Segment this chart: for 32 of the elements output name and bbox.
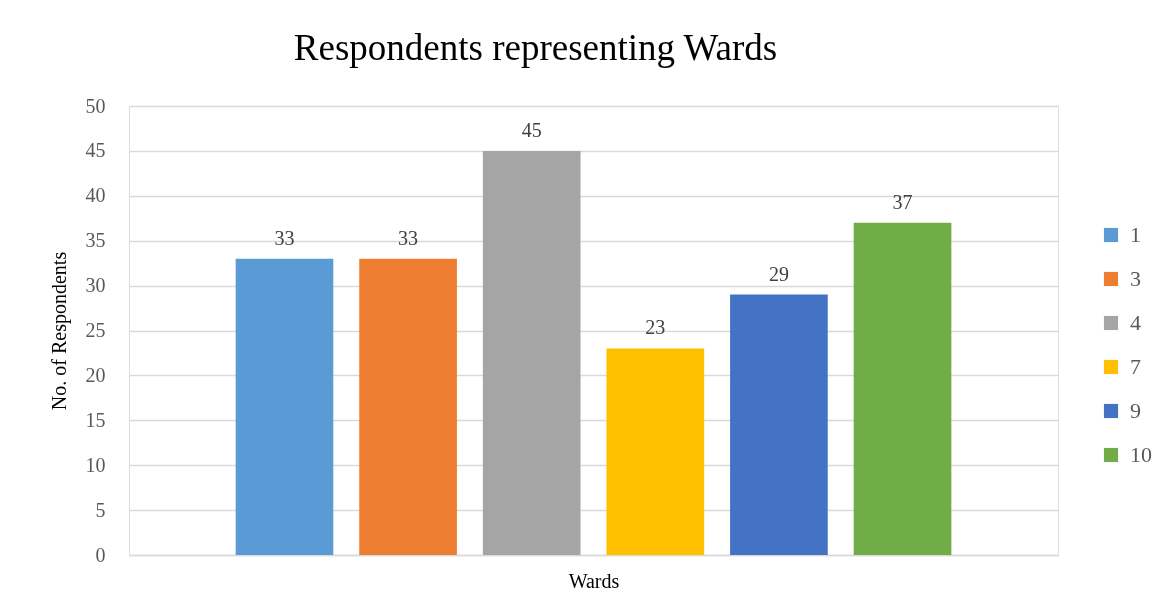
y-tick-label: 20 <box>85 363 106 386</box>
legend-label: 7 <box>1130 354 1141 379</box>
y-tick-label: 50 <box>85 94 106 117</box>
legend-label: 3 <box>1130 266 1141 291</box>
y-tick-label: 35 <box>85 229 106 252</box>
data-label: 37 <box>892 190 913 213</box>
y-tick-label: 0 <box>95 543 106 566</box>
data-label: 29 <box>768 262 789 285</box>
y-tick-label: 15 <box>85 408 106 431</box>
y-axis-title: No. of Respondents <box>47 251 71 411</box>
bar <box>235 258 334 555</box>
bar <box>606 348 705 555</box>
legend-label: 4 <box>1130 310 1141 335</box>
y-tick-label: 30 <box>85 274 106 297</box>
y-tick-label: 25 <box>85 319 106 341</box>
bar <box>359 258 457 555</box>
x-axis-title: Wards <box>568 569 620 592</box>
data-label: 45 <box>521 118 542 141</box>
bar <box>482 150 581 555</box>
data-label: 23 <box>645 316 666 339</box>
legend-label: 9 <box>1130 398 1141 423</box>
chart-title: Respondents representing Wards <box>293 27 778 68</box>
y-tick-label: 40 <box>85 184 106 207</box>
y-tick-label: 45 <box>85 139 106 162</box>
legend-label: 10 <box>1130 442 1152 467</box>
data-label: 33 <box>274 226 295 249</box>
bar <box>730 294 828 555</box>
y-tick-label: 5 <box>95 498 106 521</box>
legend-label: 1 <box>1130 222 1141 247</box>
y-tick-label: 10 <box>85 453 106 476</box>
bar <box>853 222 952 555</box>
data-label: 33 <box>398 226 419 249</box>
